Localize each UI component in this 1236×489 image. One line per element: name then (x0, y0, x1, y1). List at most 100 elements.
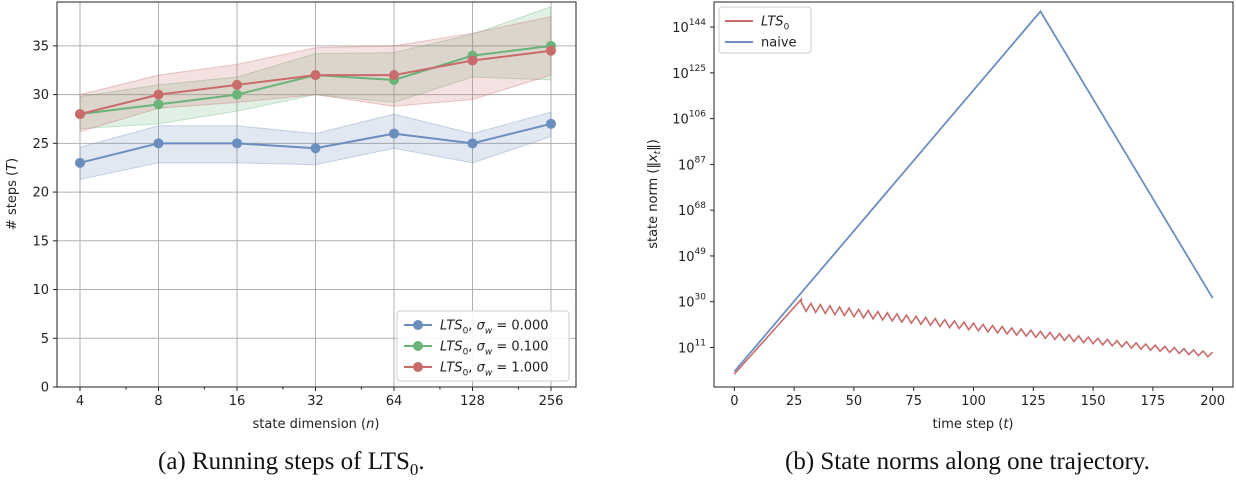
y-tick-base: 10 (672, 21, 689, 36)
legend-label: LTS0, σw = 0.000 (440, 319, 549, 337)
chart-a-running-steps: 0 5 10 15 20 25 30 35 4 8 16 32 64 128 256 state dime… (5, 1, 577, 432)
legend-label: LTS0 (761, 15, 790, 33)
y-tick-label: 10125 (672, 64, 706, 82)
legend-label-main: LTS (440, 361, 463, 376)
data-point (232, 138, 242, 149)
series-line-lts0 (733, 297, 1214, 375)
y-tick-label: 10106 (672, 110, 706, 128)
data-point (75, 109, 85, 120)
legend-label-sigma: σ (477, 340, 486, 355)
chart-a-lines (75, 40, 556, 168)
y-tick-base: 10 (678, 158, 695, 173)
legend-label-main: LTS (440, 319, 463, 334)
y-tick-exponent: 125 (689, 64, 706, 74)
chart-a-y-ticks: 0 5 10 15 20 25 30 35 (32, 39, 57, 396)
caption-a: (a) Running steps of LTS0. (158, 448, 425, 479)
legend-label-rest: , (468, 340, 476, 355)
y-tick-base: 10 (672, 113, 689, 128)
data-point (232, 89, 242, 100)
legend-swatch-marker (413, 341, 423, 351)
x-tick-label: 8 (154, 394, 162, 409)
x-tick-label: 175 (1140, 394, 1165, 409)
legend-label-rest: = 1.000 (492, 361, 548, 376)
legend-label-sub: 0 (784, 23, 790, 33)
y-tick-label: 10 (32, 283, 49, 298)
y-tick-label: 20 (32, 186, 49, 201)
data-point (546, 118, 556, 129)
chart-b-frame (713, 1, 1234, 388)
y-tick-exponent: 49 (695, 247, 707, 257)
y-tick-label: 5 (41, 332, 49, 347)
legend-label-sigma-sub: w (485, 348, 493, 358)
x-tick-label: 200 (1200, 394, 1225, 409)
data-point (153, 99, 164, 110)
x-tick-label: 64 (386, 394, 403, 409)
y-tick-label: 0 (41, 381, 49, 396)
legend-label-sub: 0 (463, 348, 469, 358)
caption-b: (b) State norms along one trajectory. (785, 448, 1150, 475)
x-tick-label: 0 (730, 394, 738, 409)
legend-label-rest: , (468, 361, 476, 376)
legend-swatch-marker (413, 362, 423, 372)
y-tick-label: 1049 (678, 247, 706, 265)
y-tick-label: 1011 (678, 338, 706, 356)
chart-a-frame (56, 1, 577, 388)
data-point (232, 79, 242, 90)
y-tick-label: 15 (32, 234, 49, 249)
x-tick-label: 50 (846, 394, 863, 409)
legend-label-main: LTS (761, 15, 784, 30)
y-tick-exponent: 87 (695, 155, 706, 165)
x-tick-label: 75 (905, 394, 922, 409)
y-tick-exponent: 30 (695, 293, 707, 303)
y-tick-base: 10 (678, 250, 695, 265)
data-point (310, 70, 321, 81)
chart-a-x-ticks: 4 8 16 32 64 128 256 (76, 387, 564, 409)
legend-label-sigma: σ (477, 361, 486, 376)
legend-label: naive (761, 36, 797, 51)
y-tick-base: 10 (672, 67, 689, 82)
legend-box (396, 310, 570, 382)
data-point (546, 45, 556, 56)
y-tick-label: 30 (32, 88, 49, 103)
legend-label-sub: 0 (463, 369, 469, 379)
x-tick-label: 256 (539, 394, 564, 409)
y-tick-base: 10 (678, 296, 695, 311)
y-tick-label: 25 (32, 137, 49, 152)
data-point (389, 128, 399, 139)
x-tick-label: 100 (961, 394, 986, 409)
y-tick-exponent: 68 (695, 201, 707, 211)
y-tick-base: 10 (678, 204, 695, 219)
legend-label-rest: = 0.000 (492, 319, 548, 334)
legend-label-rest: , (468, 319, 476, 334)
legend-label-sigma-sub: w (485, 369, 493, 379)
data-point (153, 89, 164, 100)
chart-b-x-axis-label: time step (t) (932, 417, 1013, 432)
y-tick-base: 10 (678, 341, 695, 356)
legend-label: LTS0, σw = 1.000 (440, 361, 549, 379)
x-tick-label: 16 (229, 394, 246, 409)
x-tick-label: 32 (307, 394, 324, 409)
legend-label-sigma-sub: w (485, 327, 493, 337)
y-tick-label: 10144 (672, 18, 706, 36)
x-tick-label: 125 (1021, 394, 1046, 409)
data-point (389, 70, 399, 81)
y-tick-label: 1030 (678, 293, 706, 311)
chart-b-x-ticks: 0 25 50 75 100 125 150 175 200 (730, 387, 1225, 409)
y-tick-label: 1068 (678, 201, 706, 219)
x-tick-label: 4 (76, 394, 84, 409)
x-tick-label: 128 (460, 394, 485, 409)
legend-label-sigma: σ (477, 319, 486, 334)
x-tick-label: 150 (1081, 394, 1106, 409)
data-point (153, 138, 164, 149)
y-tick-label: 1087 (678, 155, 706, 173)
chart-b-lines (733, 9, 1214, 375)
chart-b-legend: LTS0 naive (718, 6, 812, 54)
data-point (467, 138, 478, 149)
legend-label-main: LTS (440, 340, 463, 355)
legend-label-sub: 0 (463, 327, 469, 337)
chart-a-x-axis-label: state dimension (n) (253, 417, 380, 432)
data-point (310, 143, 321, 154)
confidence-band (79, 6, 552, 130)
